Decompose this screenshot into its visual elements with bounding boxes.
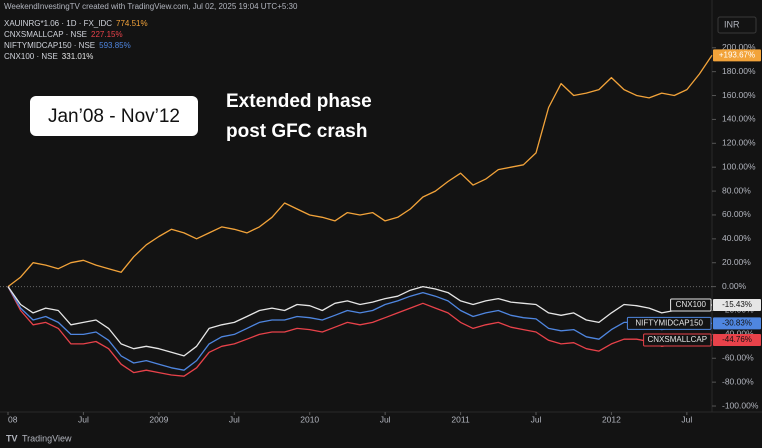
x-tick-label: 2012	[602, 414, 621, 424]
name-tag: NIFTYMIDCAP150	[635, 319, 703, 328]
y-tick-label: 80.00%	[722, 185, 751, 195]
name-tag-box	[670, 298, 712, 312]
x-tick-label: Jul	[681, 414, 692, 424]
legend-name: XAUINRG*1.06 · 1D · FX_IDC	[4, 19, 112, 28]
legend-name: CNX100 · NSE	[4, 52, 58, 61]
x-tick-label: Jul	[380, 414, 391, 424]
legend-value: 331.01%	[62, 52, 94, 61]
date-range-box	[30, 96, 198, 136]
name-tag-box	[626, 316, 712, 330]
y-tick-label: -100.00%	[722, 400, 759, 410]
y-tick-label: 0.00%	[722, 281, 747, 291]
annotation: post GFC crash	[226, 121, 367, 142]
x-tick-label: 2010	[300, 414, 319, 424]
legend-entry: NIFTYMIDCAP150 · NSE 593.85%	[4, 41, 131, 50]
end-label-box	[713, 49, 761, 62]
y-tick-label: 160.00%	[722, 90, 756, 100]
watermark: WeekendInvestingTV created with TradingV…	[4, 2, 298, 11]
x-tick-label: 08	[8, 414, 18, 424]
series-line	[7, 286, 713, 377]
y-tick-label: -40.00%	[722, 329, 754, 339]
series-line	[7, 54, 713, 288]
end-label: +193.67%	[719, 50, 755, 59]
end-label: -44.76%	[722, 335, 752, 344]
name-tag-box	[643, 333, 712, 347]
end-label: -15.43%	[722, 300, 752, 309]
logo-mark: TV	[6, 433, 18, 443]
x-tick-label: Jul	[78, 414, 89, 424]
legend-name: CNXSMALLCAP · NSE	[4, 30, 87, 39]
annotation: Extended phase	[226, 91, 372, 112]
series-line	[7, 285, 713, 357]
legend-entry: CNX100 · NSE 331.01%	[4, 52, 93, 61]
end-label-box	[713, 317, 761, 330]
y-tick-label: -60.00%	[722, 353, 754, 363]
end-label-box	[713, 334, 761, 347]
y-tick-label: 60.00%	[722, 209, 751, 219]
legend-entry: XAUINRG*1.06 · 1D · FX_IDC 774.51%	[4, 19, 148, 28]
x-tick-label: 2009	[149, 414, 168, 424]
date-range: Jan’08 - Nov’12	[48, 106, 180, 127]
currency: INR	[724, 19, 740, 29]
y-tick-label: -80.00%	[722, 376, 754, 386]
plot	[0, 54, 713, 377]
name-tag: CNX100	[676, 300, 707, 309]
y-tick-label: 180.00%	[722, 66, 756, 76]
x-tick-label: Jul	[229, 414, 240, 424]
name-tag: CNXSMALLCAP	[648, 335, 708, 344]
end-label: -30.83%	[722, 319, 752, 328]
y-tick-label: 100.00%	[722, 161, 756, 171]
legend-name: NIFTYMIDCAP150 · NSE	[4, 41, 95, 50]
y-tick-label: 20.00%	[722, 257, 751, 267]
legend-value: 593.85%	[99, 41, 131, 50]
brand: TradingView	[22, 433, 72, 443]
end-label-box	[713, 299, 761, 312]
legend-value: 774.51%	[116, 19, 148, 28]
legend-value: 227.15%	[91, 30, 123, 39]
legend: XAUINRG*1.06 · 1D · FX_IDC 774.51% CNXSMAL…	[4, 19, 148, 61]
y-tick-label: 200.00%	[722, 42, 756, 52]
x-tick-label: 2011	[451, 414, 470, 424]
legend-entry: CNXSMALLCAP · NSE 227.15%	[4, 30, 123, 39]
y-tick-label: 120.00%	[722, 138, 756, 148]
series-line	[7, 286, 713, 371]
x-tick-label: Jul	[531, 414, 542, 424]
y-tick-label: 140.00%	[722, 114, 756, 124]
currency-box	[717, 16, 757, 34]
y-tick-label: 40.00%	[722, 233, 751, 243]
